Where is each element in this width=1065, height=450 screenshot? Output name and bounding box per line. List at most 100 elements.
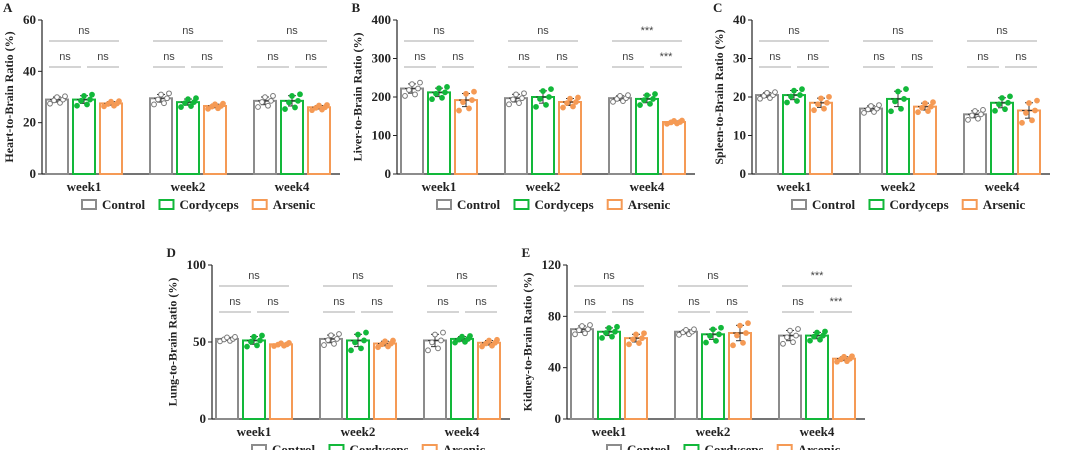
data-point — [409, 81, 415, 87]
data-point — [609, 333, 615, 340]
data-point — [254, 342, 260, 349]
bar-control-week2 — [674, 330, 698, 421]
data-point — [841, 353, 847, 360]
data-point — [633, 331, 639, 338]
data-point — [710, 326, 716, 333]
significance-label: ns — [267, 296, 279, 308]
legend: Control Cordyceps Arsenic — [606, 442, 841, 450]
data-point — [352, 339, 358, 346]
data-point — [787, 327, 793, 334]
data-point — [324, 102, 330, 108]
data-point — [636, 340, 642, 346]
legend-label: Control — [812, 197, 855, 212]
legend-label: Cordyceps — [704, 442, 763, 450]
significance-label: *** — [641, 25, 655, 37]
data-point — [540, 88, 546, 94]
legend-swatch — [328, 444, 345, 450]
x-tick-label: week4 — [630, 179, 665, 194]
data-point — [166, 90, 172, 97]
data-point — [292, 104, 298, 111]
bar-arsenic-week1 — [99, 102, 123, 175]
data-point — [289, 93, 295, 99]
data-point — [506, 101, 512, 108]
data-point — [486, 337, 492, 344]
data-point — [818, 95, 824, 102]
bar-cordyceps-week2 — [701, 333, 725, 420]
data-point — [188, 103, 194, 109]
legend-swatch — [251, 444, 267, 450]
y-tick-label: 60 — [23, 12, 36, 27]
y-tick-label: 0 — [385, 166, 392, 181]
data-point — [244, 343, 250, 350]
data-point — [834, 358, 840, 365]
data-point — [821, 105, 827, 112]
data-point — [822, 328, 828, 335]
bar-arsenic-week1 — [624, 337, 648, 420]
significance-label: *** — [660, 51, 674, 63]
data-point — [650, 96, 656, 102]
legend-swatch — [513, 199, 530, 210]
data-point — [432, 331, 438, 338]
bar-control-week4 — [253, 99, 277, 175]
data-point — [282, 106, 288, 112]
data-point — [108, 98, 114, 105]
data-point — [84, 101, 90, 108]
x-tick-label: week1 — [67, 179, 102, 194]
data-point — [1002, 106, 1008, 113]
data-point — [868, 103, 874, 109]
significance-label: ns — [603, 270, 615, 282]
data-point — [790, 339, 796, 346]
legend-swatch — [81, 199, 97, 210]
data-point — [440, 329, 446, 336]
significance-label: ns — [267, 51, 279, 63]
data-point — [784, 334, 790, 341]
significance-label: ns — [873, 51, 885, 63]
data-point — [612, 328, 618, 335]
significance-label: ns — [769, 51, 781, 63]
data-point — [336, 331, 342, 337]
data-point — [703, 339, 709, 346]
bar-control-week1 — [45, 98, 69, 175]
bar-control-week4 — [778, 334, 802, 421]
significance-label: ns — [726, 296, 738, 308]
data-point — [406, 87, 412, 93]
data-point — [425, 347, 431, 354]
data-point — [1005, 99, 1011, 106]
data-point — [155, 96, 161, 103]
legend-swatch — [436, 199, 452, 210]
data-point — [459, 333, 465, 340]
data-point — [764, 89, 770, 96]
data-point — [919, 104, 925, 111]
data-point — [295, 97, 301, 104]
data-point — [969, 112, 975, 119]
data-point — [1029, 117, 1035, 124]
y-axis-label: Lung-to-Brain Ratio (%) — [166, 278, 180, 407]
data-point — [265, 102, 271, 109]
significance-label: ns — [437, 296, 449, 308]
bar-cordyceps-week1 — [72, 98, 96, 175]
bar-arsenic-week2 — [373, 342, 397, 421]
significance-label: ns — [584, 296, 596, 308]
data-point — [81, 92, 87, 99]
data-point — [797, 92, 803, 98]
data-point — [849, 353, 855, 360]
data-point — [567, 95, 573, 102]
data-point — [644, 92, 650, 99]
data-point — [564, 100, 570, 107]
data-point — [151, 101, 157, 108]
data-point — [402, 93, 408, 99]
data-point — [355, 331, 361, 338]
data-point — [996, 101, 1002, 108]
y-tick-label: 300 — [372, 51, 392, 66]
data-point — [442, 89, 448, 96]
data-point — [861, 109, 867, 116]
data-point — [691, 326, 697, 333]
bar-cordyceps-week1 — [242, 339, 266, 420]
data-point — [888, 108, 894, 115]
data-point — [220, 100, 226, 107]
data-point — [576, 327, 582, 334]
significance-label: ns — [622, 51, 634, 63]
data-point — [572, 331, 578, 338]
